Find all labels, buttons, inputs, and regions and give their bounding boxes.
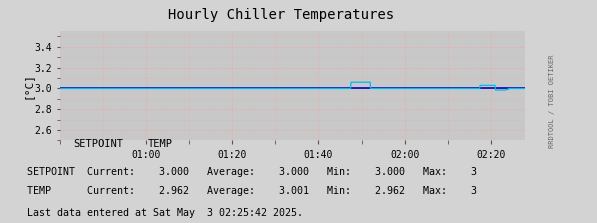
Text: SETPOINT  Current:    3.000   Average:    3.000   Min:    3.000   Max:    3: SETPOINT Current: 3.000 Average: 3.000 M… bbox=[27, 167, 477, 177]
Text: Hourly Chiller Temperatures: Hourly Chiller Temperatures bbox=[168, 8, 393, 22]
Text: TEMP      Current:    2.962   Average:    3.001   Min:    2.962   Max:    3: TEMP Current: 2.962 Average: 3.001 Min: … bbox=[27, 186, 477, 196]
Text: SETPOINT: SETPOINT bbox=[73, 139, 124, 149]
Text: Last data entered at Sat May  3 02:25:42 2025.: Last data entered at Sat May 3 02:25:42 … bbox=[27, 208, 303, 218]
Text: TEMP: TEMP bbox=[148, 139, 173, 149]
Text: RRDTOOL / TOBI OETIKER: RRDTOOL / TOBI OETIKER bbox=[549, 55, 555, 148]
Y-axis label: [°C]: [°C] bbox=[23, 72, 33, 99]
